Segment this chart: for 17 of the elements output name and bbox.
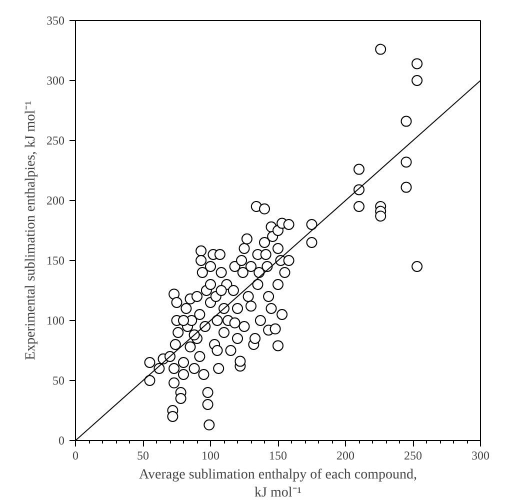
- x-tick-label: 50: [137, 448, 149, 462]
- x-tick-label: 300: [472, 448, 490, 462]
- x-tick-label: 150: [269, 448, 287, 462]
- y-tick-label: 100: [46, 314, 64, 328]
- x-tick-label: 250: [404, 448, 422, 462]
- y-axis-title: Experimental sublimation enthalpies, kJ mol⁻¹: [24, 100, 38, 360]
- y-tick-label: 0: [58, 434, 64, 448]
- y-tick-label: 250: [46, 134, 64, 148]
- y-tick-label: 350: [46, 14, 64, 28]
- x-tick-label: 200: [336, 448, 354, 462]
- y-tick-label: 150: [46, 254, 64, 268]
- y-tick-label: 50: [52, 374, 64, 388]
- x-tick-label: 100: [202, 448, 220, 462]
- x-tick-label: 0: [72, 448, 78, 462]
- y-tick-label: 300: [46, 74, 64, 88]
- y-tick-label: 200: [46, 194, 64, 208]
- x-axis-title: Average sublimation enthalpy of each compound, kJ mol⁻¹: [138, 468, 418, 500]
